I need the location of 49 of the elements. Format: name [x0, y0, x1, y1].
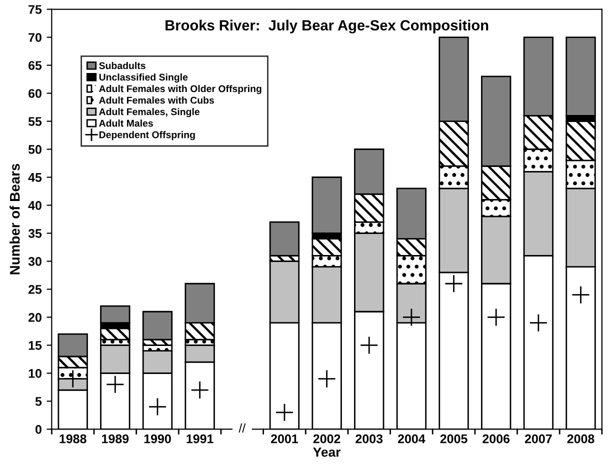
x-tick-label: 2004 [398, 434, 426, 444]
x-tick-label: 2005 [440, 434, 468, 444]
point [444, 274, 463, 293]
y-tick-label: 35 [28, 229, 42, 238]
point [318, 370, 336, 388]
x-tick-label: 2008 [567, 434, 594, 444]
y-tick-label: 20 [28, 313, 42, 322]
point [64, 370, 82, 388]
x-axis-title: Year [313, 448, 341, 457]
y-tick-label: 15 [28, 341, 42, 350]
point [360, 336, 378, 354]
point [275, 403, 294, 422]
y-tick-label: 65 [28, 61, 42, 70]
x-tick-label: 2002 [313, 434, 340, 444]
y-tick-label: 45 [28, 173, 42, 182]
y-tick-label: 75 [28, 5, 42, 14]
legend-label: Unclassified Single [99, 73, 188, 83]
y-axis-title: Number of Bears [10, 164, 20, 274]
point [572, 286, 590, 304]
x-tick-label: 2006 [482, 434, 510, 444]
legend-label: Subadults [99, 62, 146, 70]
legend-label: Adult Males [99, 120, 153, 127]
y-tick-label: 5 [35, 397, 42, 406]
x-tick-label: 2007 [524, 434, 552, 444]
legend-label: Dependent Offspring [99, 131, 195, 140]
legend-label: Adult Females, Single [99, 108, 200, 118]
x-tick-label: 2001 [271, 434, 298, 444]
annotation: // [238, 423, 246, 433]
x-tick-label: 1989 [102, 434, 129, 444]
x-tick-label: 1991 [186, 434, 214, 444]
legend-label: Adult Females with Older Offspring [99, 84, 262, 94]
y-tick-label: 60 [28, 89, 42, 98]
x-tick-label: 2003 [356, 434, 383, 444]
point [529, 314, 548, 332]
y-tick-label: 0 [36, 425, 42, 434]
legend-label: Adult Females with Cubs [99, 96, 214, 104]
y-tick-label: 30 [28, 257, 42, 266]
y-tick-label: 40 [28, 201, 42, 210]
y-tick-label: 70 [28, 33, 42, 42]
x-tick-label: 1990 [144, 434, 171, 444]
text: Brooks River: July Bear Age-Sex Composition [166, 20, 488, 34]
y-tick-label: 55 [28, 117, 42, 126]
x-tick-label: 1988 [60, 434, 86, 444]
y-tick-label: 10 [28, 369, 42, 378]
point [106, 375, 124, 394]
point [486, 308, 506, 326]
y-tick-label: 25 [28, 285, 42, 294]
point [402, 308, 421, 326]
y-tick-label: 50 [28, 145, 42, 154]
